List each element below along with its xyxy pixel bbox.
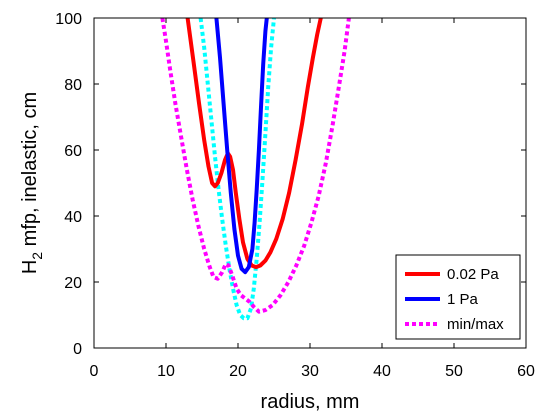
y-tick-label: 20 [64,275,82,292]
y-axis-label-sub: 2 [29,252,45,260]
y-tick-label: 100 [55,11,82,28]
tick-layer: 0 10 20 30 40 50 60 0 20 40 60 80 100 [55,11,535,380]
x-tick-label: 0 [90,363,99,380]
x-tick-label: 60 [517,363,535,380]
series-line-1-pa [214,18,269,275]
legend: 0.02 Pa 1 Pa min/max [395,254,521,340]
y-axis-label-main: H [19,260,41,274]
series-line-0-02-pa [185,18,323,270]
x-tick-label: 40 [373,363,391,380]
y-axis-label: H2 mfp, inelastic, cm [19,92,45,274]
y-tick-label: 80 [64,77,82,94]
y-tick-label: 0 [73,341,82,358]
x-tick-label: 10 [157,363,175,380]
y-tick-label: 60 [64,143,82,160]
series-layer [160,18,351,321]
x-tick-label: 50 [445,363,463,380]
series-line-min-max [160,18,351,314]
y-tick-label: 40 [64,209,82,226]
legend-label: 0.02 Pa [447,266,499,283]
legend-label: min/max [447,316,504,333]
y-axis-label-rest: mfp, inelastic, cm [19,92,41,252]
x-tick-label: 20 [229,363,247,380]
x-tick-label: 30 [301,363,319,380]
series-line-unlabeled-cyan [198,18,276,321]
legend-label: 1 Pa [447,291,479,308]
x-axis-label: radius, mm [261,391,360,413]
legend-items: 0.02 Pa 1 Pa min/max [405,266,504,333]
